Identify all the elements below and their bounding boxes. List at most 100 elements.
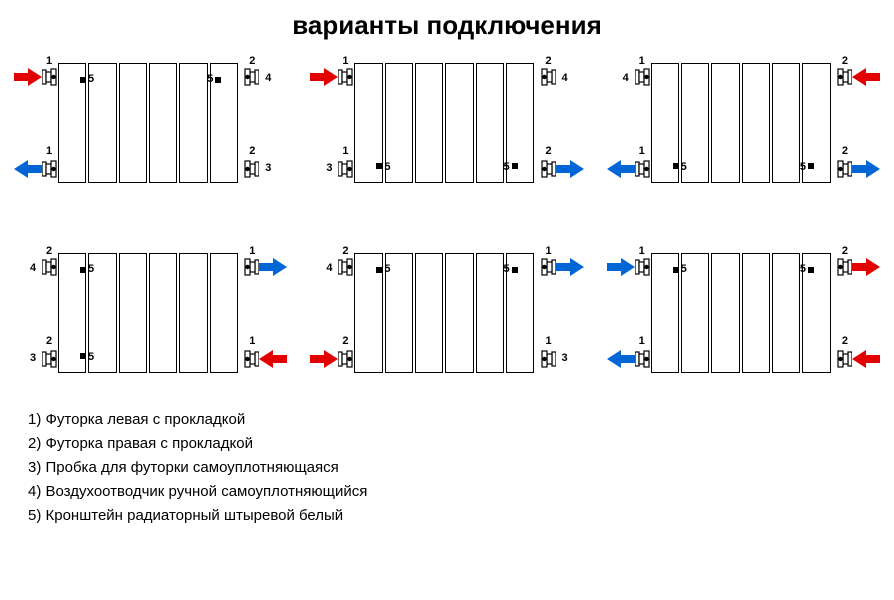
fitting-number: 1 <box>46 55 52 67</box>
bracket-mark <box>808 163 814 169</box>
bracket-mark <box>80 267 86 273</box>
fitting-number: 1 <box>639 145 645 157</box>
bracket-number: 5 <box>207 73 213 85</box>
bracket-number: 5 <box>88 351 94 363</box>
bracket-mark <box>376 267 382 273</box>
fitting-number: 1 <box>249 245 255 257</box>
fitting-number: 2 <box>46 245 52 257</box>
fitting-icon <box>42 349 58 369</box>
fitting-number: 2 <box>46 335 52 347</box>
page-title: варианты подключения <box>20 10 874 41</box>
fitting-icon <box>338 349 354 369</box>
cap-number: 3 <box>326 162 332 174</box>
fitting-icon <box>540 67 556 87</box>
fitting-icon <box>338 159 354 179</box>
flow-arrow-icon <box>310 350 338 368</box>
bracket-number: 5 <box>800 263 806 275</box>
fitting-number: 1 <box>46 145 52 157</box>
fitting-icon <box>836 349 852 369</box>
fitting-icon <box>243 257 259 277</box>
fitting-number: 2 <box>546 145 552 157</box>
diagram-bot-mid: 24 1 2 1355 <box>316 243 577 383</box>
flow-arrow-icon <box>852 160 880 178</box>
legend-item: 4) Воздухоотводчик ручной самоуплотняющи… <box>28 480 874 504</box>
fitting-icon <box>635 257 651 277</box>
flow-arrow-icon <box>852 258 880 276</box>
bracket-number: 5 <box>88 263 94 275</box>
bracket-number: 5 <box>504 161 510 173</box>
bracket-number: 5 <box>681 263 687 275</box>
fitting-icon <box>243 349 259 369</box>
flow-arrow-icon <box>14 68 42 86</box>
fitting-icon <box>338 67 354 87</box>
bracket-number: 5 <box>384 263 390 275</box>
fitting-icon <box>635 159 651 179</box>
fitting-number: 1 <box>639 55 645 67</box>
flow-arrow-icon <box>14 160 42 178</box>
fitting-number: 2 <box>342 335 348 347</box>
flow-arrow-icon <box>310 68 338 86</box>
fitting-number: 2 <box>842 55 848 67</box>
fitting-icon <box>42 159 58 179</box>
flow-arrow-icon <box>259 258 287 276</box>
flow-arrow-icon <box>556 160 584 178</box>
fitting-number: 2 <box>342 245 348 257</box>
fitting-icon <box>540 159 556 179</box>
bracket-mark <box>80 353 86 359</box>
bracket-number: 5 <box>800 161 806 173</box>
fitting-icon <box>338 257 354 277</box>
diagram-top-left: 1 24 1 2355 <box>20 53 281 193</box>
bracket-mark <box>673 267 679 273</box>
diagram-bot-right: 1 2 1 2 <box>613 243 874 383</box>
fitting-number: 1 <box>249 335 255 347</box>
bracket-number: 5 <box>681 161 687 173</box>
cap-number: 4 <box>30 262 36 274</box>
flow-arrow-icon <box>259 350 287 368</box>
flow-arrow-icon <box>852 350 880 368</box>
fitting-number: 1 <box>639 245 645 257</box>
bracket-number: 5 <box>504 263 510 275</box>
fitting-icon <box>836 159 852 179</box>
flow-arrow-icon <box>556 258 584 276</box>
fitting-number: 2 <box>249 55 255 67</box>
diagram-top-right: 14 2 1 2 55 <box>613 53 874 193</box>
bracket-mark <box>673 163 679 169</box>
fitting-icon <box>42 257 58 277</box>
fitting-icon <box>42 67 58 87</box>
legend-item: 5) Кронштейн радиаторный штыревой белый <box>28 504 874 528</box>
fitting-number: 2 <box>546 55 552 67</box>
bracket-mark <box>215 77 221 83</box>
diagram-bot-left: 24 1 23 1 55 <box>20 243 281 383</box>
diagram-top-mid: 1 24 13 2 55 <box>316 53 577 193</box>
fitting-icon <box>836 67 852 87</box>
legend-item: 1) Футорка левая с прокладкой <box>28 408 874 432</box>
flow-arrow-icon <box>607 160 635 178</box>
bracket-mark <box>512 163 518 169</box>
legend: 1) Футорка левая с прокладкой2) Футорка … <box>20 408 874 528</box>
fitting-icon <box>243 67 259 87</box>
flow-arrow-icon <box>607 258 635 276</box>
bracket-mark <box>376 163 382 169</box>
fitting-number: 2 <box>842 145 848 157</box>
cap-number: 4 <box>326 262 332 274</box>
bracket-mark <box>80 77 86 83</box>
cap-number: 3 <box>562 352 568 364</box>
bracket-mark <box>808 267 814 273</box>
fitting-icon <box>540 349 556 369</box>
bracket-mark <box>512 267 518 273</box>
legend-item: 2) Футорка правая с прокладкой <box>28 432 874 456</box>
cap-number: 3 <box>30 352 36 364</box>
bracket-number: 5 <box>384 161 390 173</box>
cap-number: 3 <box>265 162 271 174</box>
fitting-number: 2 <box>249 145 255 157</box>
fitting-number: 1 <box>546 245 552 257</box>
cap-number: 4 <box>562 72 568 84</box>
flow-arrow-icon <box>852 68 880 86</box>
fitting-number: 2 <box>842 245 848 257</box>
fitting-number: 1 <box>342 145 348 157</box>
fitting-icon <box>635 67 651 87</box>
fitting-number: 1 <box>639 335 645 347</box>
fitting-number: 1 <box>342 55 348 67</box>
fitting-icon <box>635 349 651 369</box>
fitting-icon <box>836 257 852 277</box>
